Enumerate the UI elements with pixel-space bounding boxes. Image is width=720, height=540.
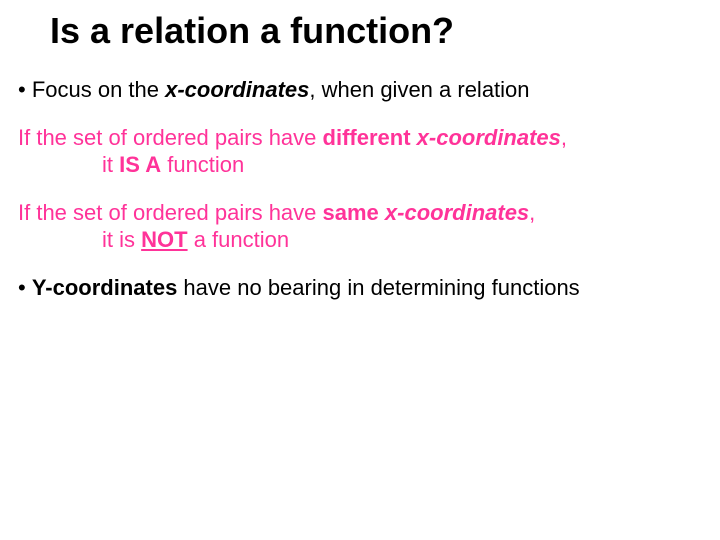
keyword-same: same	[323, 200, 385, 225]
text: ,	[561, 125, 567, 150]
text: If the set of ordered pairs have	[18, 200, 323, 225]
text: •	[18, 275, 32, 300]
text: function	[161, 152, 244, 177]
keyword-not: NOT	[141, 227, 187, 252]
bullet-focus: • Focus on the x-coordinates, when given…	[18, 76, 702, 104]
text: • Focus on the	[18, 77, 165, 102]
text: If the set of ordered pairs have	[18, 125, 323, 150]
keyword-different: different	[323, 125, 417, 150]
term-x-coordinates: x-coordinates	[165, 77, 309, 102]
keyword-is-a: IS A	[119, 152, 161, 177]
slide-title: Is a relation a function?	[50, 10, 454, 52]
text: have no bearing in determining functions	[177, 275, 579, 300]
rule-line1: If the set of ordered pairs have same x-…	[18, 199, 702, 227]
text: , when given a relation	[309, 77, 529, 102]
text: ,	[529, 200, 535, 225]
rule-line2: it IS A function	[18, 151, 702, 179]
text: it	[102, 152, 119, 177]
rule-line1: If the set of ordered pairs have differe…	[18, 124, 702, 152]
rule-same: If the set of ordered pairs have same x-…	[18, 199, 702, 254]
rule-different: If the set of ordered pairs have differe…	[18, 124, 702, 179]
term-x-coordinates: x-coordinates	[417, 125, 561, 150]
text: it is	[102, 227, 141, 252]
bullet-y-coordinates: • Y-coordinates have no bearing in deter…	[18, 274, 702, 302]
term-x-coordinates: x-coordinates	[385, 200, 529, 225]
slide-body: • Focus on the x-coordinates, when given…	[18, 76, 702, 301]
slide: Is a relation a function? • Focus on the…	[0, 0, 720, 540]
text: a function	[188, 227, 290, 252]
rule-line2: it is NOT a function	[18, 226, 702, 254]
term-y-coordinates: Y-coordinates	[32, 275, 177, 300]
